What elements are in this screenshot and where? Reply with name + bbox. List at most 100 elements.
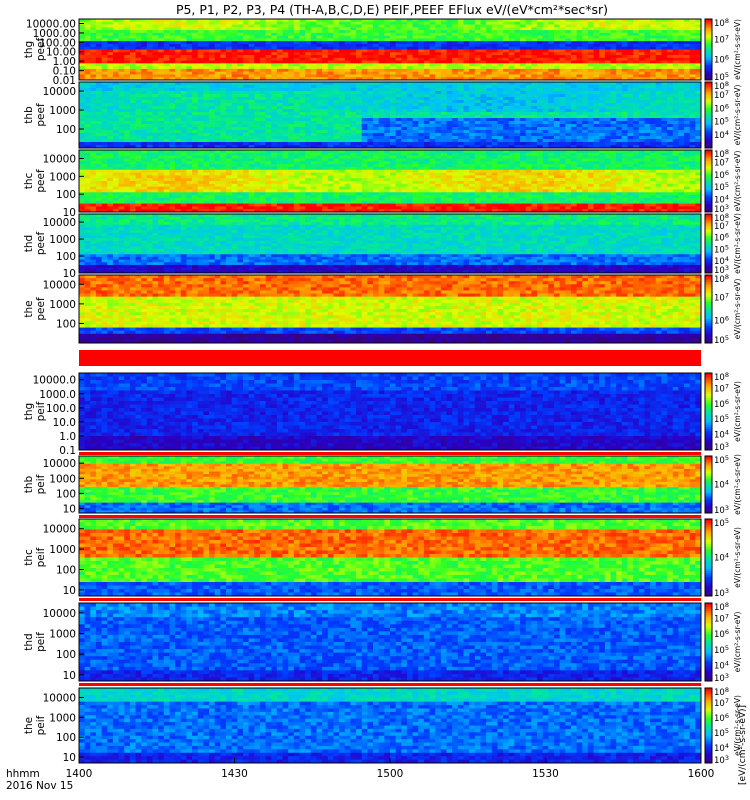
heatmap-cell [311,22,317,25]
heatmap-cell [316,63,322,66]
heatmap-cell [362,44,368,47]
heatmap-cell [136,72,142,75]
heatmap-cell [283,22,289,25]
heatmap-cell [599,41,605,44]
heatmap-cell [373,41,379,44]
heatmap-cell [577,41,583,44]
heatmap-cell [537,74,543,77]
heatmap-cell [407,38,413,41]
heatmap-cell [554,22,560,25]
heatmap-cell [401,50,407,53]
heatmap-cell [113,69,119,72]
heatmap-cell [316,44,322,47]
heatmap-cell [418,41,424,44]
heatmap-cell [480,25,486,28]
heatmap-cell [277,58,283,61]
heatmap-cell [407,22,413,25]
heatmap-cell [169,47,175,50]
heatmap-cell [175,41,181,44]
heatmap-cell [260,52,266,55]
heatmap-cell [243,66,249,69]
heatmap-cell [492,50,498,53]
heatmap-cell [215,69,221,72]
heatmap-cell [164,27,170,30]
heatmap-cell [384,36,390,39]
heatmap-cell [226,72,232,75]
heatmap-cell [107,44,113,47]
heatmap-cell [475,38,481,41]
heatmap-cell [209,38,215,41]
heatmap-cell [588,55,594,58]
heatmap-cell [413,41,419,44]
heatmap-cell [447,47,453,50]
heatmap-cell [119,74,125,77]
heatmap-cell [311,61,317,64]
heatmap-cell [113,55,119,58]
heatmap-cell [447,52,453,55]
heatmap-cell [548,30,554,33]
heatmap-cell [164,63,170,66]
heatmap-cell [582,33,588,36]
heatmap-cell [124,69,130,72]
heatmap-cell [175,52,181,55]
heatmap-cell [113,72,119,75]
heatmap-cell [158,47,164,50]
heatmap-cell [237,41,243,44]
heatmap-cell [333,22,339,25]
heatmap-cell [367,61,373,64]
heatmap-cell [458,72,464,75]
heatmap-cell [520,61,526,64]
heatmap-cell [458,36,464,39]
heatmap-cell [232,55,238,58]
heatmap-cell [537,41,543,44]
heatmap-cell [186,47,192,50]
heatmap-cell [599,50,605,53]
heatmap-cell [85,41,91,44]
heatmap-cell [277,38,283,41]
heatmap-cell [543,72,549,75]
heatmap-cell [531,30,537,33]
heatmap-cell [339,74,345,77]
heatmap-cell [328,58,334,61]
heatmap-cell [102,47,108,50]
heatmap-cell [350,63,356,66]
heatmap-cell [192,66,198,69]
heatmap-cell [367,41,373,44]
heatmap-cell [531,41,537,44]
heatmap-cell [153,47,159,50]
heatmap-cell [266,38,272,41]
heatmap-cell [571,22,577,25]
heatmap-cell [260,25,266,28]
heatmap-cell [119,66,125,69]
heatmap-cell [430,66,436,69]
heatmap-cell [254,55,260,58]
heatmap-cell [271,27,277,30]
heatmap-cell [85,33,91,36]
heatmap-cell [560,58,566,61]
heatmap-cell [605,58,611,61]
heatmap-cell [509,50,515,53]
heatmap-cell [169,41,175,44]
heatmap-cell [526,69,532,72]
heatmap-cell [447,36,453,39]
heatmap-cell [577,27,583,30]
heatmap-cell [141,25,147,28]
heatmap-cell [254,27,260,30]
heatmap-cell [469,55,475,58]
heatmap-cell [175,50,181,53]
heatmap-cell [503,55,509,58]
heatmap-cell [537,36,543,39]
heatmap-cell [356,44,362,47]
heatmap-cell [492,27,498,30]
heatmap-cell [503,41,509,44]
heatmap-cell [339,22,345,25]
heatmap-cell [356,69,362,72]
heatmap-cell [85,50,91,53]
heatmap-cell [413,25,419,28]
heatmap-cell [464,50,470,53]
heatmap-cell [147,61,153,64]
heatmap-cell [305,22,311,25]
heatmap-cell [594,27,600,30]
heatmap-cell [401,33,407,36]
heatmap-cell [186,50,192,53]
